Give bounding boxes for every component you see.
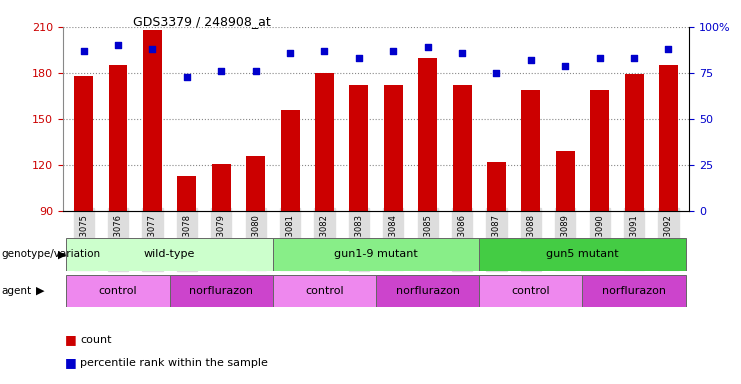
Bar [556,151,575,211]
Bar [487,162,506,211]
Bar [246,156,265,211]
Point [594,55,605,61]
Bar [212,164,230,211]
Text: control: control [99,286,137,296]
Bar [143,30,162,211]
Bar [177,176,196,211]
Point [181,74,193,80]
Text: percentile rank within the sample: percentile rank within the sample [80,358,268,368]
Text: ■: ■ [65,333,77,346]
Text: norflurazon: norflurazon [396,286,459,296]
Point [112,42,124,48]
Text: wild-type: wild-type [144,249,196,260]
Text: gun5 mutant: gun5 mutant [546,249,619,260]
Point [216,68,227,74]
Bar [74,76,93,211]
Bar [281,110,299,211]
Text: control: control [511,286,550,296]
Bar [659,65,678,211]
Bar [315,73,334,211]
Bar [350,85,368,211]
Text: genotype/variation: genotype/variation [1,249,101,260]
Bar [273,275,376,307]
Text: norflurazon: norflurazon [189,286,253,296]
Point [422,44,433,50]
Text: ■: ■ [65,356,77,369]
Point [284,50,296,56]
Text: GDS3379 / 248908_at: GDS3379 / 248908_at [133,15,271,28]
Point [525,57,536,63]
Bar [67,238,273,271]
Text: control: control [305,286,344,296]
Point [456,50,468,56]
Bar [67,275,170,307]
Text: gun1-9 mutant: gun1-9 mutant [334,249,418,260]
Point [147,46,159,52]
Point [628,55,640,61]
Bar [109,65,127,211]
Bar [376,275,479,307]
Bar [582,275,685,307]
Point [491,70,502,76]
Point [388,48,399,54]
Bar [479,275,582,307]
Point [250,68,262,74]
Point [319,48,330,54]
Text: count: count [80,335,112,345]
Bar [479,238,685,271]
Text: ▶: ▶ [36,286,44,296]
Point [78,48,90,54]
Bar [384,85,402,211]
Text: agent: agent [1,286,32,296]
Point [559,63,571,69]
Text: norflurazon: norflurazon [602,286,666,296]
Bar [273,238,479,271]
Bar [170,275,273,307]
Text: ▶: ▶ [58,249,66,260]
Bar [418,58,437,211]
Point [662,46,674,52]
Bar [453,85,471,211]
Bar [625,74,643,211]
Bar [591,90,609,211]
Point [353,55,365,61]
Bar [522,90,540,211]
